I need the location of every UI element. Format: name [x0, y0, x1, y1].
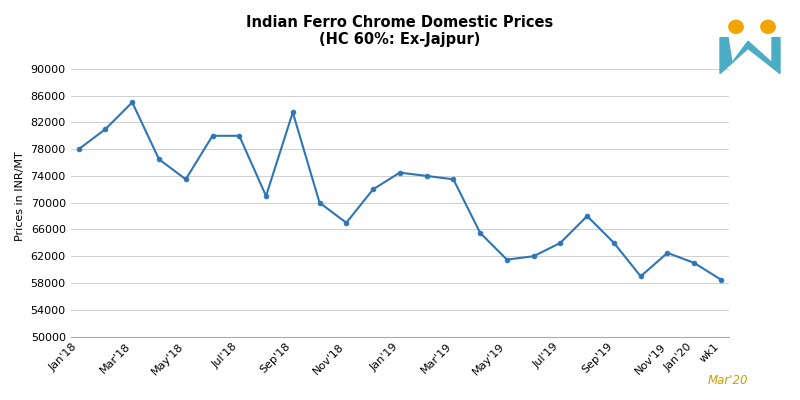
Polygon shape [720, 38, 780, 74]
Y-axis label: Prices in INR/MT: Prices in INR/MT [15, 151, 25, 241]
Text: Mar'20: Mar'20 [708, 374, 748, 387]
Circle shape [729, 20, 743, 33]
Title: Indian Ferro Chrome Domestic Prices
(HC 60%: Ex-Jajpur): Indian Ferro Chrome Domestic Prices (HC … [246, 15, 554, 47]
Circle shape [761, 20, 775, 33]
